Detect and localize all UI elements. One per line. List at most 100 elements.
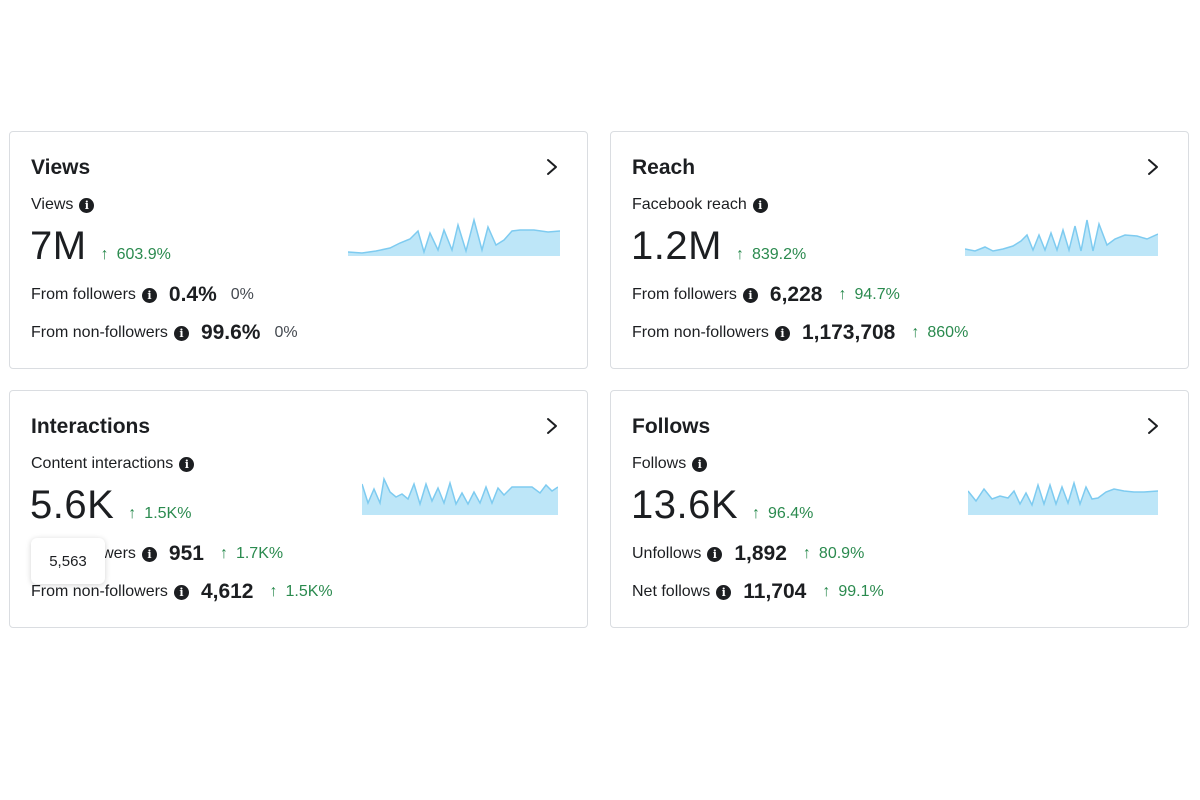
breakdown-row: From non-followers i 99.6% 0% xyxy=(31,321,298,345)
chevron-right-icon[interactable] xyxy=(1144,156,1162,178)
row-change-value: 1.5K% xyxy=(285,583,333,600)
metric-change-value: 96.4% xyxy=(768,505,814,522)
metric-value-group: 5.6K ↑ 1.5K% xyxy=(30,483,191,528)
metric-change: ↑ 1.5K% xyxy=(128,505,191,523)
metric-label-text: Follows xyxy=(632,455,687,472)
info-icon[interactable]: i xyxy=(707,546,723,562)
info-icon[interactable]: i xyxy=(692,456,708,472)
row-label: From non-followers xyxy=(31,324,168,341)
row-value: 0.4% xyxy=(168,283,217,306)
metric-label: Views i xyxy=(31,196,95,214)
metric-label-text: Views xyxy=(31,196,74,213)
info-icon[interactable]: i xyxy=(742,287,758,303)
row-label: Unfollows xyxy=(632,545,702,562)
sparkline xyxy=(965,219,1158,256)
arrow-up-icon: ↑ xyxy=(802,545,811,562)
row-change-value: 1.7K% xyxy=(235,545,284,562)
arrow-up-icon: ↑ xyxy=(735,246,744,263)
sparkline xyxy=(362,476,558,515)
row-value: 6,228 xyxy=(769,283,823,306)
breakdown-row: Unfollows i 1,892 ↑ 80.9% xyxy=(632,542,864,566)
follows-card[interactable]: Follows Follows i 13.6K ↑ 96.4% Unfollow… xyxy=(610,390,1189,628)
breakdown-row: Net follows i 11,704 ↑ 99.1% xyxy=(632,580,884,604)
metric-label: Follows i xyxy=(632,455,708,473)
row-label: From followers xyxy=(31,286,136,303)
arrow-up-icon: ↑ xyxy=(100,246,109,263)
row-change-value: 99.1% xyxy=(838,583,884,600)
sparkline-line xyxy=(348,217,560,255)
metric-change: ↑ 603.9% xyxy=(101,246,171,264)
metric-change-value: 603.9% xyxy=(116,246,171,263)
metric-change-value: 1.5K% xyxy=(144,505,192,522)
row-label: From followers xyxy=(632,286,737,303)
row-label: Net follows xyxy=(632,583,711,600)
chevron-right-icon[interactable] xyxy=(1144,415,1162,437)
arrow-up-icon: ↑ xyxy=(822,583,831,600)
info-icon[interactable]: i xyxy=(173,584,189,600)
arrow-up-icon: ↑ xyxy=(128,505,137,522)
metric-change-value: 839.2% xyxy=(751,246,807,263)
row-change: ↑ 1.7K% xyxy=(220,545,283,563)
arrow-up-icon: ↑ xyxy=(838,286,847,303)
info-icon[interactable]: i xyxy=(752,197,768,213)
metric-value: 5.6K xyxy=(30,483,115,527)
metric-value-group: 7M ↑ 603.9% xyxy=(30,224,171,269)
sparkline xyxy=(968,480,1158,515)
breakdown-row: From non-followers i 1,173,708 ↑ 860% xyxy=(632,321,968,345)
row-value: 4,612 xyxy=(200,580,254,603)
row-value: 951 xyxy=(168,542,204,565)
metric-value: 7M xyxy=(30,224,87,268)
card-title: Views xyxy=(31,156,91,179)
metric-change: ↑ 839.2% xyxy=(736,246,806,264)
metric-value-group: 1.2M ↑ 839.2% xyxy=(631,224,806,269)
info-icon[interactable]: i xyxy=(79,197,95,213)
breakdown-row: From followers i 0.4% 0% xyxy=(31,283,254,307)
card-title: Follows xyxy=(632,415,711,438)
row-change: ↑ 94.7% xyxy=(838,286,899,304)
arrow-up-icon: ↑ xyxy=(219,545,228,562)
row-value: 1,892 xyxy=(734,542,787,565)
row-value: 99.6% xyxy=(200,321,261,344)
metric-value: 1.2M xyxy=(631,224,722,268)
sparkline xyxy=(348,217,560,256)
info-icon[interactable]: i xyxy=(179,456,195,472)
arrow-up-icon: ↑ xyxy=(911,324,920,341)
metric-label-text: Facebook reach xyxy=(632,196,747,213)
row-change: ↑ 99.1% xyxy=(822,583,883,601)
metric-label: Content interactions i xyxy=(31,455,195,473)
info-icon[interactable]: i xyxy=(141,287,157,303)
row-change: ↑ 1.5K% xyxy=(270,583,333,601)
row-value: 11,704 xyxy=(743,580,807,603)
info-icon[interactable]: i xyxy=(774,325,790,341)
row-change: ↑ 860% xyxy=(911,324,968,342)
row-value: 1,173,708 xyxy=(801,321,896,344)
breakdown-row: From non-followers i 4,612 ↑ 1.5K% xyxy=(31,580,333,604)
info-icon[interactable]: i xyxy=(141,546,157,562)
views-card[interactable]: Views Views i 7M ↑ 603.9% From followers… xyxy=(9,131,588,369)
row-change-value: 860% xyxy=(927,324,969,341)
row-change-value: 94.7% xyxy=(854,286,900,303)
info-icon[interactable]: i xyxy=(716,584,732,600)
row-change-value: 80.9% xyxy=(818,545,865,562)
info-icon[interactable]: i xyxy=(173,325,189,341)
row-change: ↑ 80.9% xyxy=(803,545,864,563)
row-label: From non-followers xyxy=(632,324,769,341)
interactions-card[interactable]: Interactions Content interactions i 5.6K… xyxy=(9,390,588,628)
card-title: Reach xyxy=(632,156,696,179)
metric-label-text: Content interactions xyxy=(31,455,174,472)
metric-change: ↑ 96.4% xyxy=(752,505,813,523)
metric-value-group: 13.6K ↑ 96.4% xyxy=(631,483,813,528)
reach-card[interactable]: Reach Facebook reach i 1.2M ↑ 839.2% Fro… xyxy=(610,131,1189,369)
row-label: From non-followers xyxy=(31,583,168,600)
sparkline-tooltip: 5,563 xyxy=(31,538,105,584)
chevron-right-icon[interactable] xyxy=(543,415,561,437)
metric-label: Facebook reach i xyxy=(632,196,768,214)
chevron-right-icon[interactable] xyxy=(543,156,561,178)
arrow-up-icon: ↑ xyxy=(269,583,278,600)
metric-value: 13.6K xyxy=(631,483,739,527)
card-title: Interactions xyxy=(31,415,151,438)
breakdown-row: From followers i 6,228 ↑ 94.7% xyxy=(632,283,900,307)
arrow-up-icon: ↑ xyxy=(752,505,761,522)
row-change: 0% xyxy=(274,324,298,341)
row-change: 0% xyxy=(230,286,254,303)
